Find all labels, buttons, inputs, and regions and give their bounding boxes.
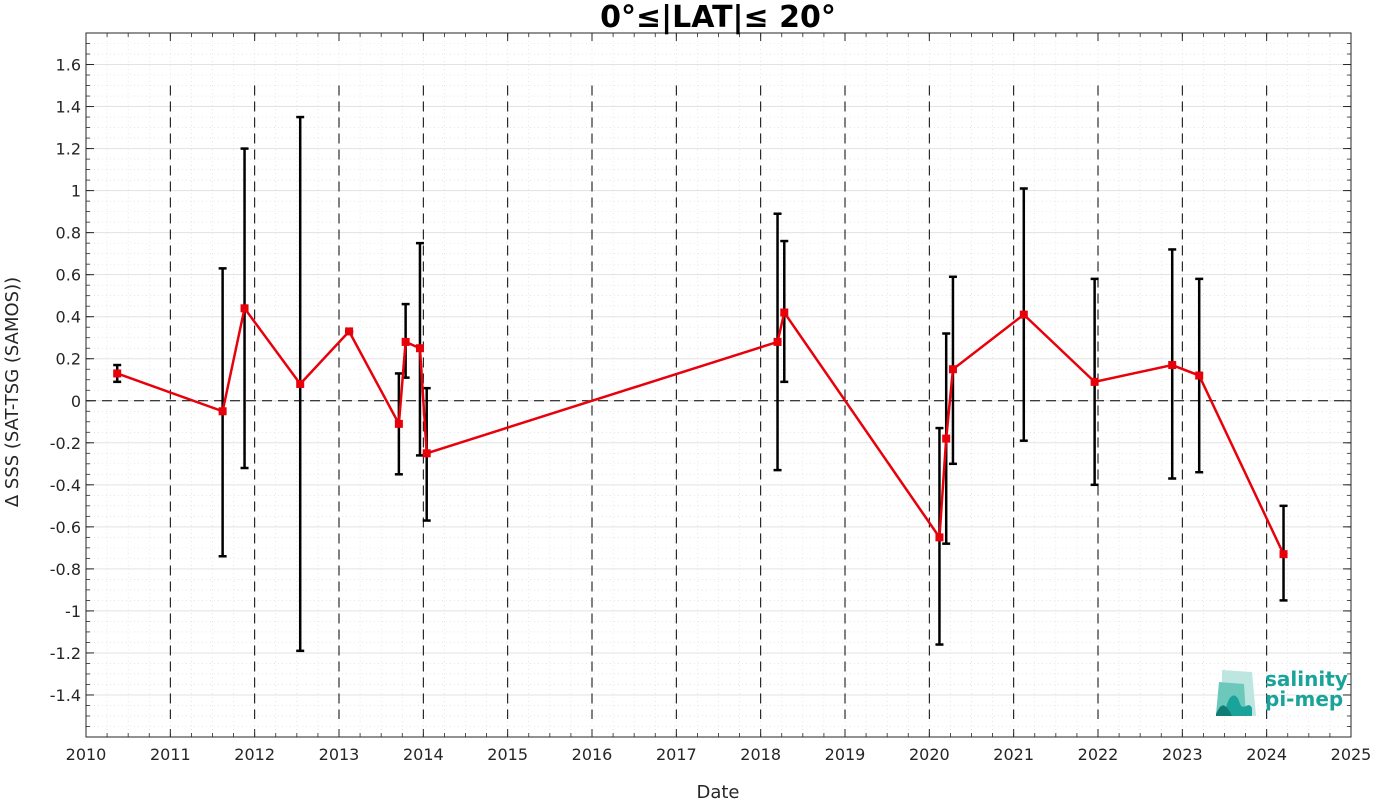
- y-tick-label: -0.4: [50, 476, 81, 495]
- data-point: [218, 407, 227, 416]
- y-tick-label: -0.6: [50, 518, 81, 537]
- minor-grid: [85, 32, 1352, 738]
- data-point: [1090, 377, 1099, 386]
- data-point: [394, 419, 403, 428]
- x-tick-label: 2022: [1078, 745, 1119, 764]
- y-tick-label: 0.8: [56, 224, 81, 243]
- data-point: [1195, 371, 1204, 380]
- data-point: [942, 434, 951, 443]
- x-tick-label: 2023: [1162, 745, 1203, 764]
- x-tick-label: 2015: [487, 745, 528, 764]
- data-point: [1168, 361, 1177, 370]
- data-point: [948, 365, 957, 374]
- x-tick-label: 2018: [740, 745, 781, 764]
- logo-text-line2: pi-mep: [1265, 687, 1343, 711]
- x-tick-label: 2016: [572, 745, 613, 764]
- y-axis-label: Δ SSS (SAT-TSG (SAMOS)): [2, 277, 23, 507]
- x-axis-label: Date: [696, 782, 739, 801]
- year-boundary-lines: [169, 85, 1268, 719]
- y-tick-label: -1.2: [50, 644, 81, 663]
- data-point: [1019, 310, 1028, 319]
- salinity-pi-mep-logo: salinity pi-mep: [1216, 667, 1348, 716]
- x-tick-label: 2017: [656, 745, 697, 764]
- data-point: [401, 337, 410, 346]
- series-line: [116, 305, 1285, 555]
- y-tick-label: 0.6: [56, 266, 81, 285]
- y-tick-label: 0: [71, 392, 81, 411]
- x-tick-label: 2020: [909, 745, 950, 764]
- x-axis: 2010 2011 2012 2013 2014 2015 2016 2017 2018 2019…: [66, 33, 1372, 764]
- data-point: [773, 337, 782, 346]
- y-tick-label: -1: [65, 602, 81, 621]
- x-tick-label: 2021: [993, 745, 1034, 764]
- data-point: [296, 379, 305, 388]
- y-tick-label: 1.4: [56, 98, 81, 117]
- y-tick-label: -0.2: [50, 434, 81, 453]
- y-axis: -1.4 -1.2 -1 -0.8 -0.6 -0.4 -0.2 0 0.2 0.4 0.6 0.8 1…: [50, 32, 1351, 738]
- y-tick-label: 0.4: [56, 308, 81, 327]
- x-tick-label: 2010: [66, 745, 107, 764]
- data-point: [113, 369, 122, 378]
- x-tick-label: 2019: [825, 745, 866, 764]
- x-tick-label: 2011: [150, 745, 191, 764]
- data-point: [415, 344, 424, 353]
- logo-text-line1: salinity: [1265, 667, 1348, 691]
- logo-icon: [1216, 670, 1256, 716]
- data-point: [780, 308, 789, 317]
- y-tick-label: 1.2: [56, 140, 81, 159]
- data-point: [1279, 550, 1288, 559]
- data-point: [422, 449, 431, 458]
- y-tick-label: 1: [71, 182, 81, 201]
- y-tick-label: 0.2: [56, 350, 81, 369]
- x-tick-label: 2025: [1331, 745, 1372, 764]
- series-markers: [113, 304, 1288, 559]
- x-tick-label: 2013: [319, 745, 360, 764]
- y-tick-label: -1.4: [50, 686, 81, 705]
- y-tick-label: 1.6: [56, 56, 81, 75]
- data-point: [935, 533, 944, 542]
- y-tick-label: -0.8: [50, 560, 81, 579]
- x-tick-label: 2012: [234, 745, 275, 764]
- x-tick-label: 2014: [403, 745, 444, 764]
- data-point: [240, 304, 249, 313]
- data-point: [345, 327, 354, 336]
- chart-title: 0°≤|LAT|≤ 20°: [600, 0, 836, 35]
- error-bars: [113, 115, 1288, 653]
- x-tick-label: 2024: [1246, 745, 1287, 764]
